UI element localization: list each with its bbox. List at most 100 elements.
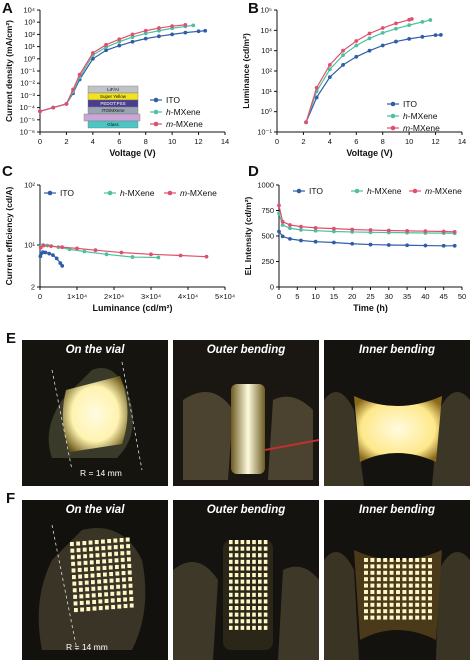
led-pixel (240, 553, 245, 558)
data-point (54, 256, 59, 261)
photo-title: Outer bending (206, 344, 286, 356)
led-pixel (421, 564, 426, 569)
led-pixel (396, 558, 400, 562)
led-pixel (80, 607, 85, 612)
legend-label: ITO (166, 95, 180, 105)
led-pixel (113, 545, 118, 550)
led-pixel (246, 599, 250, 604)
led-pixel (263, 625, 268, 630)
led-pixel (408, 615, 413, 620)
data-point (299, 224, 303, 229)
led-pixel (92, 606, 97, 611)
led-pixel (402, 577, 407, 582)
data-point (341, 53, 345, 58)
legend-label: ITO (309, 186, 323, 196)
data-point (130, 32, 135, 37)
led-pixel (86, 600, 90, 605)
led-pixel (229, 566, 233, 571)
led-pixel (246, 573, 250, 578)
data-point (38, 245, 43, 250)
led-pixel (370, 590, 375, 594)
led-pixel (370, 558, 375, 562)
data-point (60, 245, 65, 250)
y-axis-label: EL Intensity (cd/m²) (243, 196, 253, 275)
led-pixel (258, 619, 262, 624)
led-pixel (263, 586, 268, 591)
led-pixel (234, 573, 239, 578)
led-pixel (415, 577, 420, 582)
led-pixel (376, 615, 381, 620)
led-pixel (128, 577, 133, 582)
led-pixel (229, 540, 233, 545)
led-pixel (246, 619, 250, 624)
led-pixel (72, 588, 77, 593)
led-pixel (263, 592, 268, 597)
led-pixel (123, 604, 128, 609)
y-tick-label: 10⁵ (261, 6, 272, 15)
led-pixel (246, 559, 250, 564)
led-pixel (234, 559, 239, 564)
led-pixel (234, 546, 239, 551)
led-pixel (252, 612, 256, 617)
data-point (280, 223, 285, 227)
led-pixel (90, 573, 95, 578)
led-pixel (121, 571, 126, 576)
legend-label: ITO (60, 188, 74, 198)
led-pixel (389, 570, 394, 575)
stack-layer-label: LiF/Al (107, 87, 119, 92)
led-pixel (408, 596, 413, 601)
legend-marker (296, 188, 302, 194)
led-pixel (110, 591, 115, 596)
led-pixel (71, 561, 76, 566)
y-tick-label: 10³ (24, 18, 35, 27)
stack-layer-label: ITO/MXene (102, 108, 125, 113)
led-pixel (396, 583, 400, 588)
x-tick-label: 8 (144, 137, 148, 146)
led-pixel (258, 566, 262, 571)
led-pixel (84, 567, 88, 572)
data-point (149, 252, 153, 257)
x-tick-label: 3×10⁴ (141, 292, 161, 301)
photo-e-outer-bending: Outer bending (173, 340, 319, 486)
data-point (43, 250, 48, 255)
led-pixel (370, 602, 375, 607)
led-pixel (102, 559, 107, 564)
legend-label: m-MXene (403, 123, 440, 133)
x-tick-label: 12 (431, 137, 439, 146)
data-point (277, 203, 281, 208)
data-point (170, 32, 175, 37)
led-pixel (252, 586, 256, 591)
led-pixel (263, 612, 268, 617)
y-tick-label: 10¹ (24, 42, 35, 51)
x-tick-label: 30 (385, 292, 393, 301)
led-pixel (76, 541, 81, 546)
led-pixel (102, 565, 107, 570)
led-pixel (383, 583, 388, 588)
data-point (452, 229, 457, 234)
data-point (49, 244, 53, 248)
led-pixel (122, 577, 126, 582)
led-pixel (73, 601, 78, 606)
led-pixel (389, 590, 394, 594)
led-pixel (109, 572, 114, 577)
led-pixel (104, 592, 109, 597)
y-tick-label: 10⁻¹ (257, 128, 272, 137)
y-tick-label: 750 (261, 206, 274, 215)
led-pixel (252, 559, 256, 564)
led-pixel (122, 590, 127, 595)
data-point (157, 34, 161, 39)
led-pixel (402, 596, 407, 601)
data-point (130, 39, 135, 44)
data-point (304, 120, 308, 125)
led-pixel (246, 566, 250, 571)
led-pixel (234, 592, 239, 597)
y-tick-label: 10¹ (261, 87, 272, 96)
led-pixel (415, 615, 420, 620)
led-pixel (240, 579, 245, 584)
legend-marker (390, 125, 396, 131)
led-pixel (246, 625, 250, 630)
x-tick-label: 0 (275, 137, 279, 146)
led-pixel (402, 602, 407, 607)
x-tick-label: 50 (458, 292, 466, 301)
